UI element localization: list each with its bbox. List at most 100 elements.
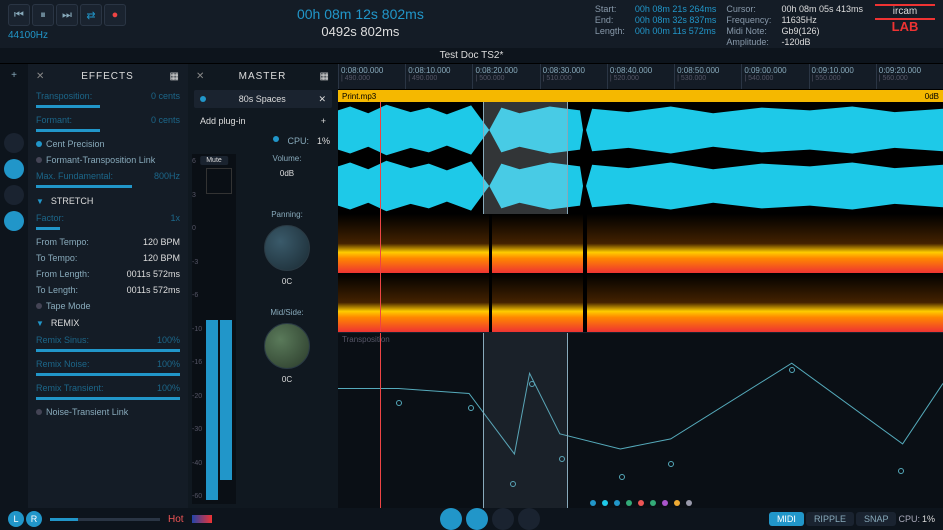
meter-left (206, 320, 218, 500)
nav-dot-2[interactable] (4, 159, 24, 179)
ripple-toggle[interactable]: RIPPLE (806, 512, 854, 526)
master-menu-icon[interactable]: ▦ (320, 71, 330, 82)
status-cpu-value: 1% (922, 514, 935, 524)
spectro-view-button[interactable] (466, 508, 488, 530)
cpu-value: 1% (317, 136, 330, 146)
playhead[interactable] (380, 102, 381, 214)
start-value: 00h 08m 21s 264ms (635, 4, 717, 14)
forward-button[interactable]: ⏭ (56, 4, 78, 26)
remix-noise-slider[interactable] (36, 373, 180, 376)
nav-dot-4[interactable] (4, 211, 24, 231)
to-tempo-value[interactable]: 120 BPM (143, 253, 180, 263)
snap-toggle[interactable]: SNAP (856, 512, 897, 526)
timecode-main: 00h 08m 12s 802ms (126, 6, 595, 22)
panning-knob[interactable] (264, 225, 310, 271)
automation-point[interactable] (668, 461, 674, 467)
remix-noise-label: Remix Noise: (36, 359, 90, 369)
add-plugin-button[interactable]: Add plug-in+ (194, 112, 332, 130)
transposition-value[interactable]: 0 cents (151, 91, 180, 101)
effects-title: EFFECTS (81, 71, 134, 82)
playhead-spectro[interactable] (380, 214, 381, 332)
volume-value: 0dB (280, 169, 294, 178)
remix-title: REMIX (51, 318, 80, 328)
automation-point[interactable] (619, 474, 625, 480)
spectrogram-display[interactable] (338, 214, 943, 332)
amplitude-scale (925, 102, 943, 486)
freq-value: 11635Hz (781, 15, 863, 25)
automation-point[interactable] (789, 367, 795, 373)
from-tempo-value[interactable]: 120 BPM (143, 237, 180, 247)
note-label: Midi Note: (726, 26, 771, 36)
amp-label: Amplitude: (726, 37, 771, 47)
freq-label: Frequency: (726, 15, 771, 25)
time-ruler[interactable]: 0:08:00.000| 490.0000:08:10.000| 490.000… (338, 64, 943, 90)
master-title: MASTER (239, 71, 287, 82)
factor-slider[interactable] (36, 227, 60, 230)
cpu-indicator (273, 136, 279, 142)
remix-transient-slider[interactable] (36, 397, 180, 400)
loop-button[interactable]: ⇄ (80, 4, 102, 26)
remix-sinus-slider[interactable] (36, 349, 180, 352)
master-close-icon[interactable]: ✕ (196, 71, 205, 82)
nav-dot-3[interactable] (4, 185, 24, 205)
formant-value[interactable]: 0 cents (151, 115, 180, 125)
right-channel-button[interactable]: R (26, 511, 42, 527)
playhead-auto[interactable] (380, 333, 381, 508)
pause-button[interactable]: ⏸ (32, 4, 54, 26)
timeline[interactable]: 0:08:00.000| 490.0000:08:10.000| 490.000… (338, 64, 943, 508)
selection-region[interactable] (483, 102, 568, 214)
cursor-value: 00h 08m 05s 413ms (781, 4, 863, 14)
automation-lane[interactable]: Transposition (338, 332, 943, 508)
left-channel-button[interactable]: L (8, 511, 24, 527)
tape-mode-checkbox[interactable] (36, 303, 42, 309)
view-button-3[interactable] (492, 508, 514, 530)
formant-slider[interactable] (36, 129, 100, 132)
info-panel: Start:00h 08m 21s 264ms Cursor:00h 08m 0… (595, 4, 863, 47)
cent-precision-label: Cent Precision (46, 139, 105, 149)
max-fund-value[interactable]: 800Hz (154, 171, 180, 181)
samplerate-label: 44100Hz (8, 30, 126, 41)
waveform-display[interactable] (338, 102, 943, 214)
midi-toggle[interactable]: MIDI (769, 512, 804, 526)
midside-knob[interactable] (264, 323, 310, 369)
from-length-label: From Length: (36, 269, 90, 279)
hot-label: Hot (168, 514, 184, 525)
zoom-slider[interactable] (50, 518, 160, 521)
status-cpu-label: CPU: (898, 514, 920, 524)
remix-collapse-icon[interactable]: ▼ (36, 319, 44, 328)
effects-close-icon[interactable]: ✕ (36, 71, 45, 82)
to-length-value[interactable]: 0011s 572ms (127, 285, 180, 295)
hot-bar (192, 515, 212, 523)
waveform-view-button[interactable] (440, 508, 462, 530)
plugin-remove-icon[interactable]: ✕ (318, 94, 326, 105)
effects-menu-icon[interactable]: ▦ (170, 71, 180, 82)
remix-noise-value[interactable]: 100% (157, 359, 180, 369)
selection-auto[interactable] (483, 333, 568, 508)
remix-transient-label: Remix Transient: (36, 383, 104, 393)
from-length-value[interactable]: 0011s 572ms (127, 269, 180, 279)
nav-dot-1[interactable] (4, 133, 24, 153)
timecode-display: 00h 08m 12s 802ms 0492s 802ms (126, 4, 595, 39)
add-button[interactable]: + (11, 70, 17, 81)
meter-right (220, 320, 232, 480)
remix-transient-value[interactable]: 100% (157, 383, 180, 393)
ft-link-checkbox[interactable] (36, 157, 42, 163)
automation-point[interactable] (898, 468, 904, 474)
remix-sinus-value[interactable]: 100% (157, 335, 180, 345)
factor-value[interactable]: 1x (170, 213, 180, 223)
view-button-4[interactable] (518, 508, 540, 530)
record-button[interactable]: ● (104, 4, 126, 26)
automation-point[interactable] (396, 400, 402, 406)
transposition-slider[interactable] (36, 105, 100, 108)
effects-panel: ✕EFFECTS▦ Transposition:0 cents Formant:… (28, 64, 188, 508)
lane-selector-dots[interactable] (590, 500, 692, 506)
stretch-collapse-icon[interactable]: ▼ (36, 197, 44, 206)
plugin-slot[interactable]: 80s Spaces✕ (194, 90, 332, 108)
nt-link-checkbox[interactable] (36, 409, 42, 415)
max-fund-slider[interactable] (36, 185, 132, 188)
rewind-button[interactable]: ⏮ (8, 4, 30, 26)
cent-precision-checkbox[interactable] (36, 141, 42, 147)
mute-button[interactable]: Mute (200, 156, 228, 165)
clip-header[interactable]: Print.mp30dB (338, 90, 943, 102)
clip-db: 0dB (925, 92, 939, 101)
